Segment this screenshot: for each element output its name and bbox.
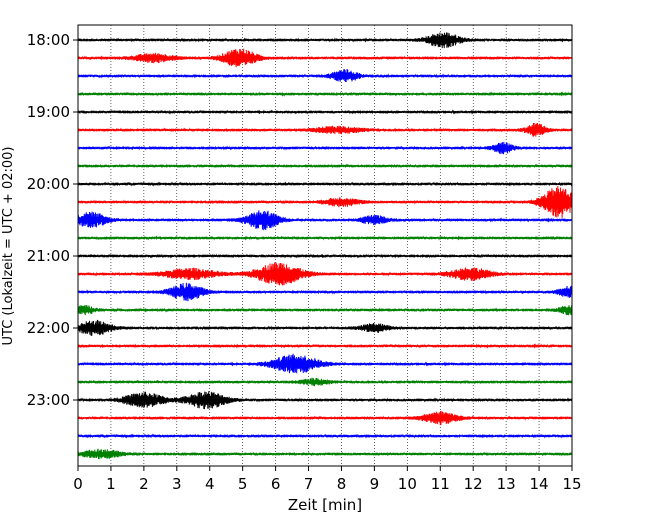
x-tick-label: 8 — [337, 475, 347, 493]
trace-2245 — [77, 377, 573, 387]
x-tick-label: 5 — [238, 475, 248, 493]
trace-2330 — [77, 433, 573, 439]
trace-1900 — [77, 109, 573, 115]
trace-2130 — [77, 282, 573, 302]
trace-1930 — [77, 141, 573, 155]
x-tick-label: 1 — [106, 475, 116, 493]
trace-1800 — [77, 32, 573, 49]
seismic-traces — [77, 32, 573, 460]
y-axis-label: UTC (Lokalzeit = UTC + 02:00) — [1, 147, 16, 346]
x-tick-label: 13 — [497, 475, 516, 493]
y-tick-label: 23:00 — [27, 391, 70, 409]
y-tick-label: 20:00 — [27, 175, 70, 193]
trace-1815 — [77, 48, 573, 68]
x-tick-label: 2 — [139, 475, 149, 493]
y-tick-label: 21:00 — [27, 247, 70, 265]
trace-2315 — [77, 411, 573, 426]
x-tick-label: 0 — [73, 475, 83, 493]
x-tick-label: 9 — [370, 475, 380, 493]
trace-2000 — [77, 181, 573, 187]
x-tick-label: 14 — [530, 475, 549, 493]
trace-1845 — [77, 91, 573, 97]
trace-2200 — [77, 319, 573, 336]
x-tick-label: 10 — [398, 475, 417, 493]
trace-1830 — [77, 69, 573, 83]
y-axis-ticks: 18:00 19:00 20:00 21:00 22:00 23:00 — [27, 31, 78, 409]
y-tick-label: 19:00 — [27, 103, 70, 121]
x-tick-label: 11 — [431, 475, 450, 493]
x-tick-label: 12 — [464, 475, 483, 493]
x-axis-ticks: 0 1 2 3 4 5 6 7 8 9 10 11 12 13 14 15 — [73, 466, 582, 493]
y-tick-label: 18:00 — [27, 31, 70, 49]
trace-2100 — [77, 253, 573, 259]
trace-2230 — [77, 353, 573, 374]
trace-2045 — [77, 235, 573, 241]
trace-2030 — [77, 210, 573, 231]
x-tick-label: 15 — [562, 475, 581, 493]
trace-2015 — [77, 186, 573, 218]
trace-2145 — [77, 305, 573, 316]
x-axis-label: Zeit [min] — [288, 496, 362, 514]
trace-1945 — [77, 163, 573, 169]
x-tick-label: 6 — [271, 475, 281, 493]
trace-2300 — [77, 391, 573, 410]
x-tick-label: 4 — [205, 475, 215, 493]
x-tick-label: 7 — [304, 475, 314, 493]
trace-2215 — [77, 343, 573, 349]
trace-2115 — [77, 262, 573, 286]
x-tick-label: 3 — [172, 475, 182, 493]
y-tick-label: 22:00 — [27, 319, 70, 337]
plot-frame — [77, 24, 573, 467]
trace-2345 — [77, 448, 573, 460]
trace-1915 — [77, 122, 573, 137]
